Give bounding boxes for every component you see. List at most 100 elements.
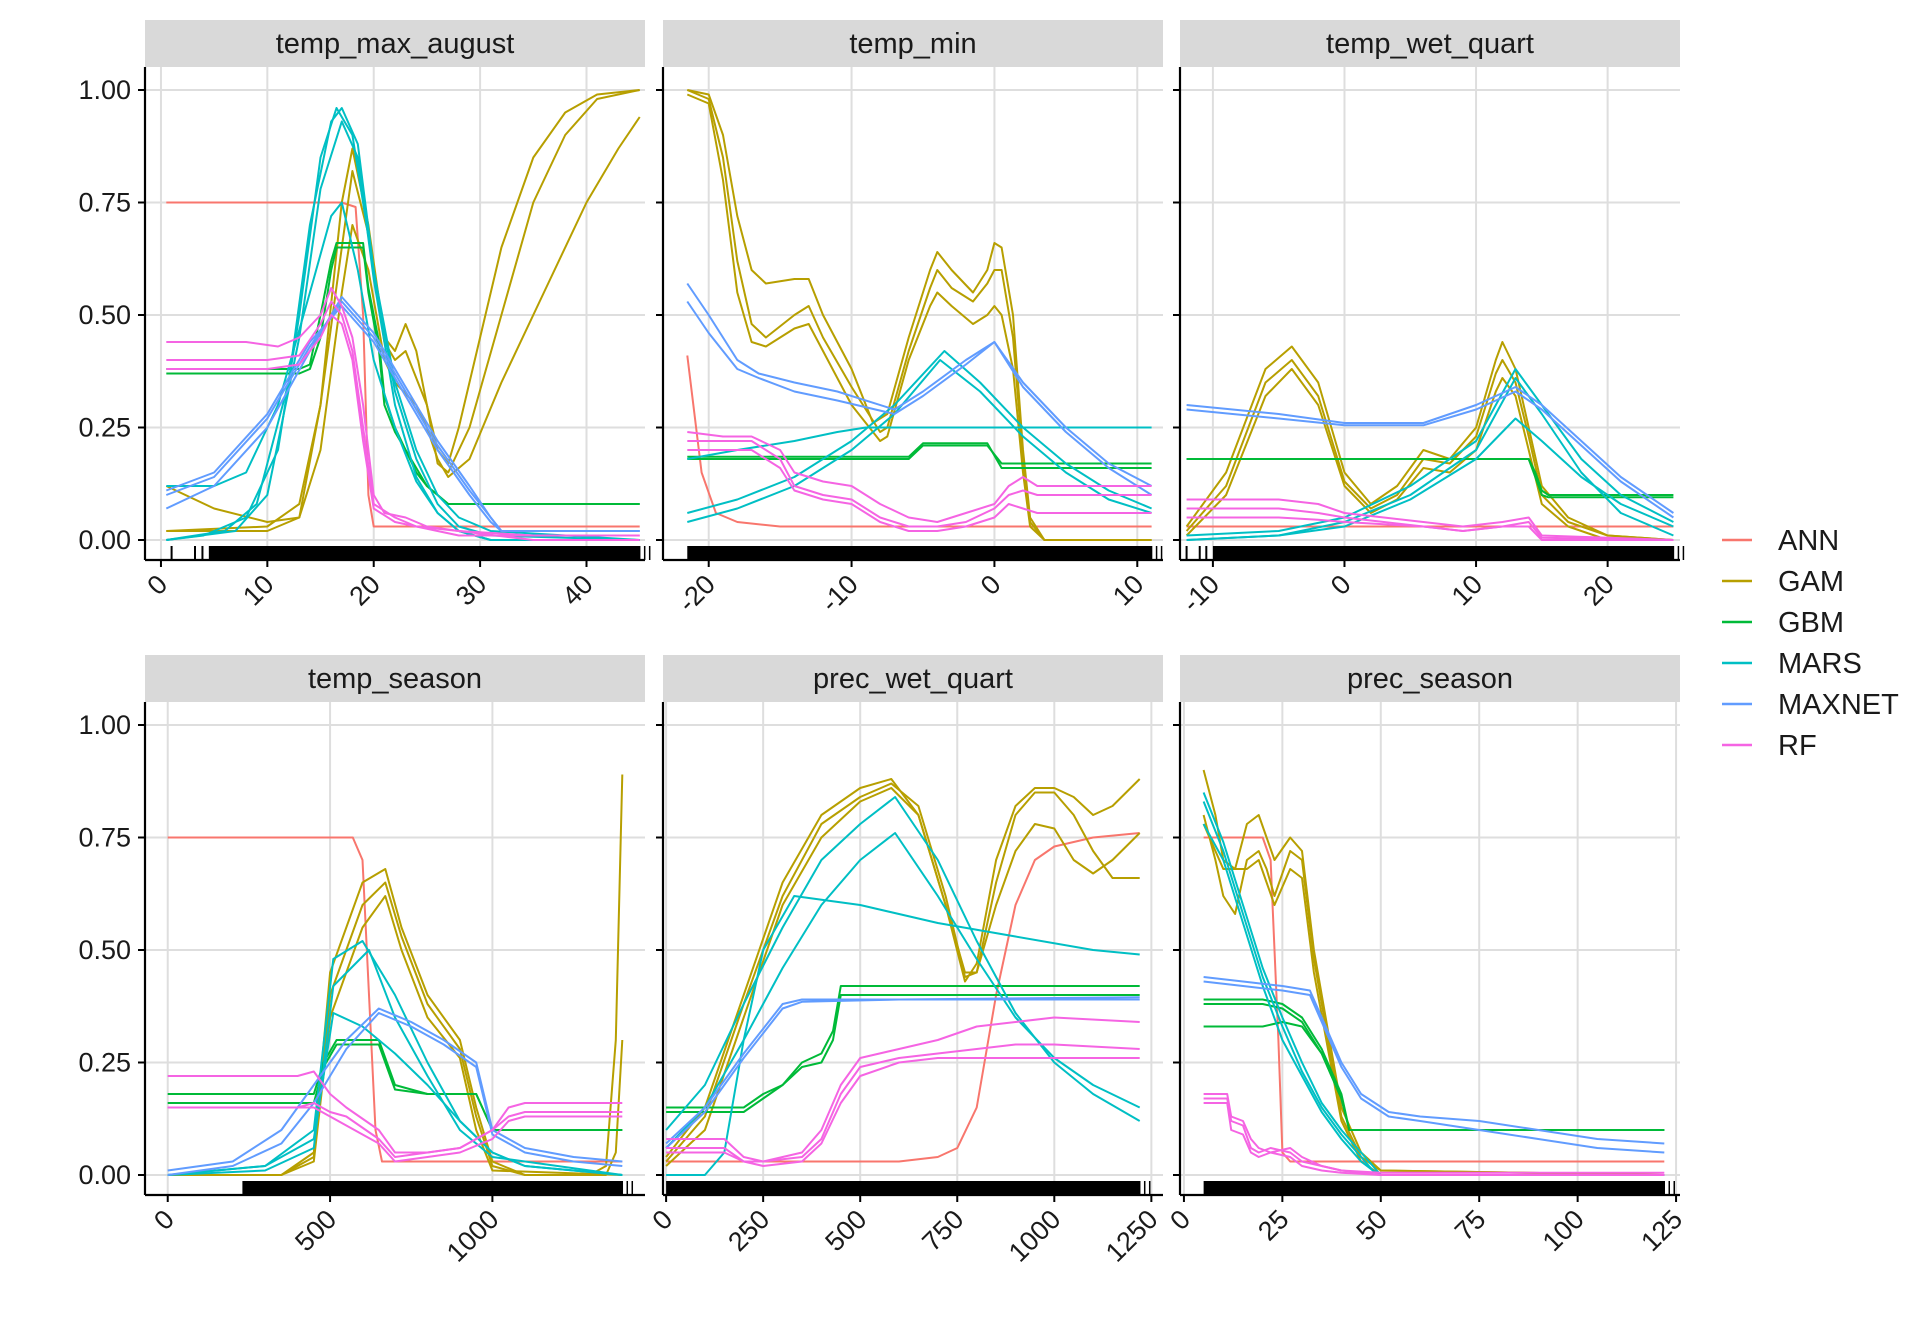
x-tick-label: 30	[450, 569, 492, 611]
legend-item-gbm: GBM	[1722, 607, 1844, 639]
series-line-maxnet	[1186, 386, 1674, 514]
x-tick-label: -10	[815, 569, 864, 618]
series-line-ann	[686, 355, 1152, 528]
x-tick-label: 1250	[1100, 1204, 1164, 1268]
series-line-maxnet	[167, 1012, 623, 1176]
series-line-gam	[686, 89, 1152, 541]
series-line-gbm	[166, 246, 640, 505]
series-line-gbm	[666, 985, 1140, 1109]
rug-band	[666, 1181, 1140, 1195]
facet-title: temp_min	[849, 28, 976, 60]
legend-item-rf: RF	[1722, 730, 1817, 762]
series-line-gbm	[1203, 1003, 1665, 1131]
x-tick-label: 500	[289, 1204, 342, 1257]
series-line-ann	[167, 836, 623, 1163]
gridlines	[1180, 67, 1680, 560]
series-line-gam	[665, 782, 1140, 1163]
y-tick-label: 0.25	[78, 1048, 131, 1078]
legend-label: RF	[1778, 730, 1817, 762]
x-tick-label: 0	[148, 1204, 180, 1236]
series-line-maxnet	[167, 1007, 623, 1172]
rug	[687, 546, 1163, 560]
legend-item-maxnet: MAXNET	[1722, 689, 1899, 721]
series-lines	[686, 89, 1153, 541]
series-lines	[1202, 769, 1665, 1176]
series-line-gbm	[1203, 998, 1665, 1131]
series-line-gam	[1202, 769, 1665, 1176]
series-line-mars	[1186, 377, 1674, 541]
legend: ANN GAM GBM MARS MAXNET RF	[1722, 525, 1899, 762]
legend-label: MAXNET	[1778, 689, 1899, 721]
series-line-gbm	[1203, 1021, 1665, 1131]
rug-band	[208, 546, 640, 560]
series-line-mars	[1202, 823, 1665, 1176]
series-line-maxnet	[165, 305, 640, 532]
series-line-maxnet	[1203, 980, 1665, 1154]
facet-temp_min: temp_min -20 -10 0 10	[656, 20, 1163, 618]
series-line-mars	[167, 940, 623, 1176]
series-lines	[165, 89, 641, 541]
gridlines	[145, 67, 645, 560]
series-line-mars	[687, 350, 1152, 514]
series-line-rf	[167, 1070, 623, 1154]
x-tick-label: 500	[819, 1204, 872, 1257]
gridlines	[145, 702, 645, 1195]
rug-band	[242, 1181, 623, 1195]
y-tick-label: 0.25	[78, 413, 131, 443]
facet-strip	[1180, 20, 1680, 67]
legend-item-gam: GAM	[1722, 566, 1844, 598]
x-tick-label: 40	[556, 569, 598, 611]
facet-title: prec_season	[1347, 663, 1513, 695]
series-line-gam	[687, 89, 1152, 541]
gridlines	[1180, 702, 1680, 1195]
series-line-ann	[1203, 836, 1665, 1163]
x-tick-label: 0	[647, 1204, 679, 1236]
y-tick-label: 0.00	[78, 525, 131, 555]
legend-label: MARS	[1778, 648, 1862, 680]
rug	[1185, 546, 1685, 560]
legend-item-ann: ANN	[1722, 525, 1839, 557]
series-line-mars	[166, 201, 640, 541]
series-line-rf	[1186, 507, 1674, 541]
y-tick-label: 0.50	[78, 935, 131, 965]
series-line-mars	[1202, 792, 1665, 1176]
series-line-gam	[167, 774, 624, 1176]
series-line-mars	[1186, 417, 1674, 541]
series-line-mars	[167, 949, 623, 1176]
series-line-mars	[666, 895, 1140, 1176]
series-line-gam	[1185, 368, 1674, 541]
series-line-maxnet	[1186, 390, 1674, 519]
facet-title: temp_wet_quart	[1326, 28, 1534, 60]
series-line-mars	[166, 107, 640, 541]
x-tick-label: -20	[672, 569, 721, 618]
y-tick-label: 1.00	[78, 710, 131, 740]
x-tick-label: 125	[1635, 1204, 1688, 1257]
x-tick-label: 10	[1107, 569, 1149, 611]
series-lines	[167, 774, 624, 1176]
series-line-rf	[1203, 1097, 1665, 1176]
series-line-rf	[167, 1102, 623, 1158]
facet-temp_max_august: temp_max_august 0.00 0.25 0.50 0.75 1.00 0 10 20…	[78, 20, 651, 611]
x-tick-label: 50	[1351, 1204, 1393, 1246]
legend-item-mars: MARS	[1722, 648, 1862, 680]
series-line-ann	[166, 201, 640, 528]
series-line-gam	[167, 895, 623, 1176]
x-tick-label: -10	[1176, 569, 1225, 618]
x-tick-label: 10	[237, 569, 279, 611]
series-line-rf	[166, 314, 640, 537]
series-line-maxnet	[165, 300, 640, 532]
x-tick-label: 1000	[1003, 1204, 1067, 1268]
facet-temp_season: temp_season 0.00 0.25 0.50 0.75 1.00 0 500 1000	[78, 655, 645, 1268]
y-tick-label: 0.00	[78, 1160, 131, 1190]
series-line-gam	[665, 778, 1141, 1158]
x-tick-label: 20	[1577, 569, 1619, 611]
series-line-gam	[165, 89, 640, 523]
series-line-gam	[1185, 341, 1674, 541]
series-line-mars	[665, 796, 1141, 1131]
series-line-mars	[167, 1012, 623, 1176]
rug	[170, 546, 651, 560]
facet-strip	[663, 20, 1163, 67]
facet-strip	[145, 20, 645, 67]
x-tick-label: 0	[1325, 569, 1357, 601]
